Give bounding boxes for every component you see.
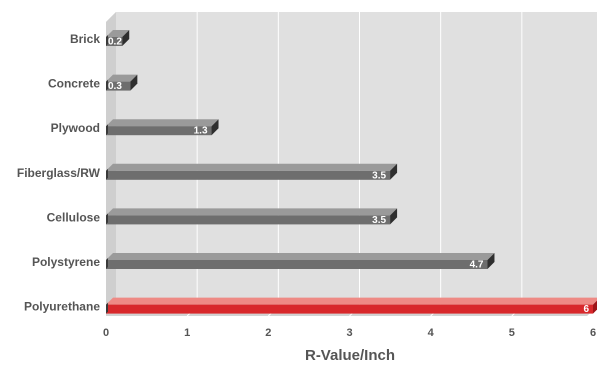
bar bbox=[106, 170, 391, 180]
category-label: Polyurethane bbox=[24, 300, 100, 314]
value-label: 0.3 bbox=[108, 81, 122, 92]
x-tick-label: 2 bbox=[265, 327, 271, 339]
bar-end bbox=[122, 30, 130, 46]
value-label: 4.7 bbox=[470, 260, 484, 271]
x-tick-label: 1 bbox=[184, 327, 190, 339]
bar-top bbox=[106, 297, 597, 305]
value-label: 6 bbox=[583, 304, 589, 315]
bar bbox=[106, 37, 123, 46]
bar bbox=[106, 81, 131, 91]
x-axis-title: R-Value/Inch bbox=[305, 347, 395, 364]
bar-start-cap bbox=[106, 168, 108, 180]
x-tick-label: 5 bbox=[509, 327, 515, 339]
bar-end bbox=[487, 253, 495, 269]
bars bbox=[106, 30, 597, 314]
bar bbox=[106, 126, 212, 136]
bar-top bbox=[106, 208, 398, 216]
bar-end bbox=[130, 74, 138, 91]
category-label: Fiberglass/RW bbox=[17, 166, 101, 180]
x-tick-label: 0 bbox=[103, 327, 109, 339]
bar-top bbox=[106, 74, 138, 82]
x-tick-label: 6 bbox=[590, 327, 596, 339]
gridline-floor bbox=[592, 311, 597, 317]
bar-start-cap bbox=[106, 124, 108, 136]
bar-start-cap bbox=[106, 213, 108, 225]
bar bbox=[106, 215, 391, 225]
bar-top bbox=[106, 30, 130, 37]
value-label: 1.3 bbox=[194, 126, 208, 137]
category-label: Polystyrene bbox=[32, 255, 100, 269]
bar-end bbox=[593, 300, 597, 314]
bar-start-cap bbox=[106, 79, 108, 91]
bar bbox=[106, 260, 488, 269]
x-tick-label: 4 bbox=[428, 327, 435, 339]
bar-end bbox=[211, 119, 219, 136]
bar-top bbox=[106, 163, 398, 171]
bar-start-cap bbox=[106, 35, 108, 46]
bar-end bbox=[390, 163, 398, 180]
bar bbox=[106, 304, 593, 314]
value-label: 3.5 bbox=[372, 215, 386, 226]
category-label: Cellulose bbox=[47, 210, 101, 224]
bar-top bbox=[106, 253, 495, 260]
category-label: Plywood bbox=[51, 121, 100, 135]
category-label: Concrete bbox=[48, 77, 100, 91]
bar-start-cap bbox=[106, 302, 108, 314]
bar-end bbox=[390, 208, 398, 225]
bar-start-cap bbox=[106, 258, 108, 269]
value-label: 0.2 bbox=[108, 37, 122, 48]
value-label: 3.5 bbox=[372, 170, 386, 181]
bar-top bbox=[106, 119, 219, 127]
labels: Brick 0.2 Concrete 0.3 Plywood 1.3 Fiberglass/… bbox=[17, 32, 596, 339]
x-tick-label: 3 bbox=[346, 327, 352, 339]
category-label: Brick bbox=[70, 32, 100, 46]
